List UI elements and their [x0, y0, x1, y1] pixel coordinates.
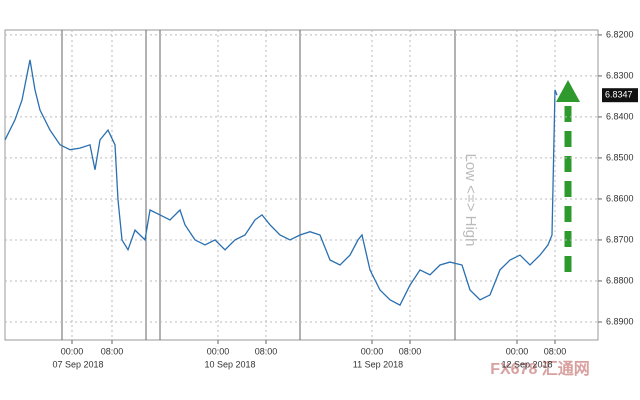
y-tick-label: 6.8500: [606, 152, 634, 162]
up-arrow: [556, 80, 580, 272]
y-tick-label: 6.8600: [606, 193, 634, 203]
date-label: 12 Sep 2018: [501, 359, 552, 369]
x-tick-label: 08:00: [101, 346, 124, 356]
x-tick-label: 00:00: [61, 346, 84, 356]
last-value-label: 6.8347: [605, 90, 633, 100]
plot-frame: [4, 29, 599, 341]
y-tick-label: 6.8200: [606, 29, 634, 39]
x-tick-label: 00:00: [506, 346, 529, 356]
date-label: 11 Sep 2018: [353, 359, 403, 369]
y-tick-label: 6.8900: [606, 316, 634, 326]
y-tick-label: 6.8300: [606, 70, 634, 80]
x-tick-label: 00:00: [361, 346, 384, 356]
y-tick-label: 6.8700: [606, 234, 634, 244]
x-tick-label: 00:00: [207, 346, 230, 356]
y-tick-label: 6.8400: [606, 111, 634, 121]
last-value-box: [602, 88, 638, 103]
x-tick-label: 08:00: [544, 346, 567, 356]
date-label: 07 Sep 2018: [52, 359, 103, 369]
date-label: 10 Sep 2018: [204, 359, 255, 369]
axis-annotation: Low <=> High: [462, 154, 479, 247]
x-tick-label: 08:00: [399, 346, 422, 356]
y-tick-label: 6.8800: [606, 275, 634, 285]
x-tick-label: 08:00: [255, 346, 278, 356]
price-line: [4, 59, 558, 306]
watermark: FX678 汇通网: [490, 360, 590, 378]
